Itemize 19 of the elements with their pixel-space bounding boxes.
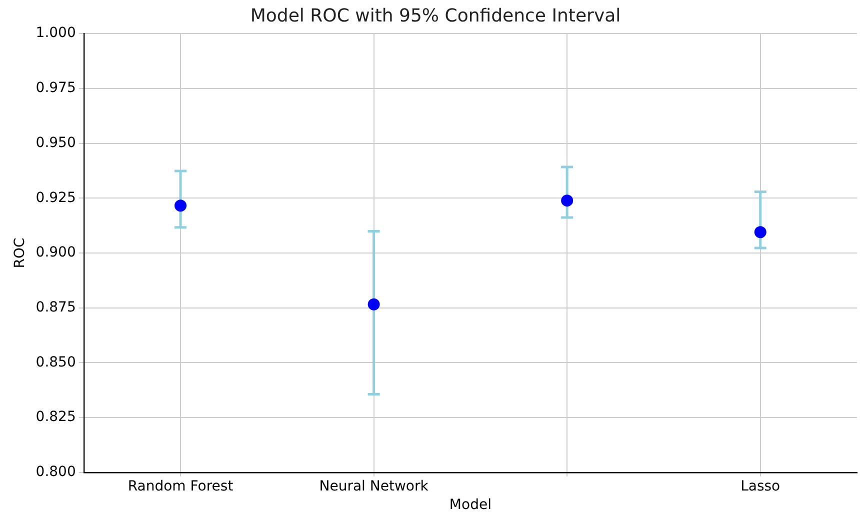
y-tick-label: 0.850 — [36, 354, 76, 370]
x-tick-label: Neural Network — [319, 478, 430, 494]
y-tick-label: 0.875 — [36, 299, 76, 316]
x-tick-label: Random Forest — [128, 478, 234, 494]
point — [561, 194, 574, 207]
point — [368, 298, 380, 310]
point — [174, 200, 187, 212]
point — [754, 226, 766, 238]
y-tick-label: 1.000 — [36, 25, 76, 42]
y-tick-label: 0.975 — [36, 80, 76, 96]
x-axis-title: Model — [449, 497, 492, 514]
y-tick-label: 0.925 — [36, 190, 76, 206]
y-tick-label: 0.800 — [36, 464, 76, 480]
chart-title: Model ROC with 95% Confidence Interval — [250, 5, 621, 26]
y-tick-label: 0.900 — [36, 244, 76, 261]
y-axis-title: ROC — [12, 238, 28, 268]
x-tick-label: Lasso — [740, 478, 780, 494]
y-tick-label: 0.825 — [36, 409, 76, 426]
y-tick-label: 0.950 — [36, 134, 76, 151]
